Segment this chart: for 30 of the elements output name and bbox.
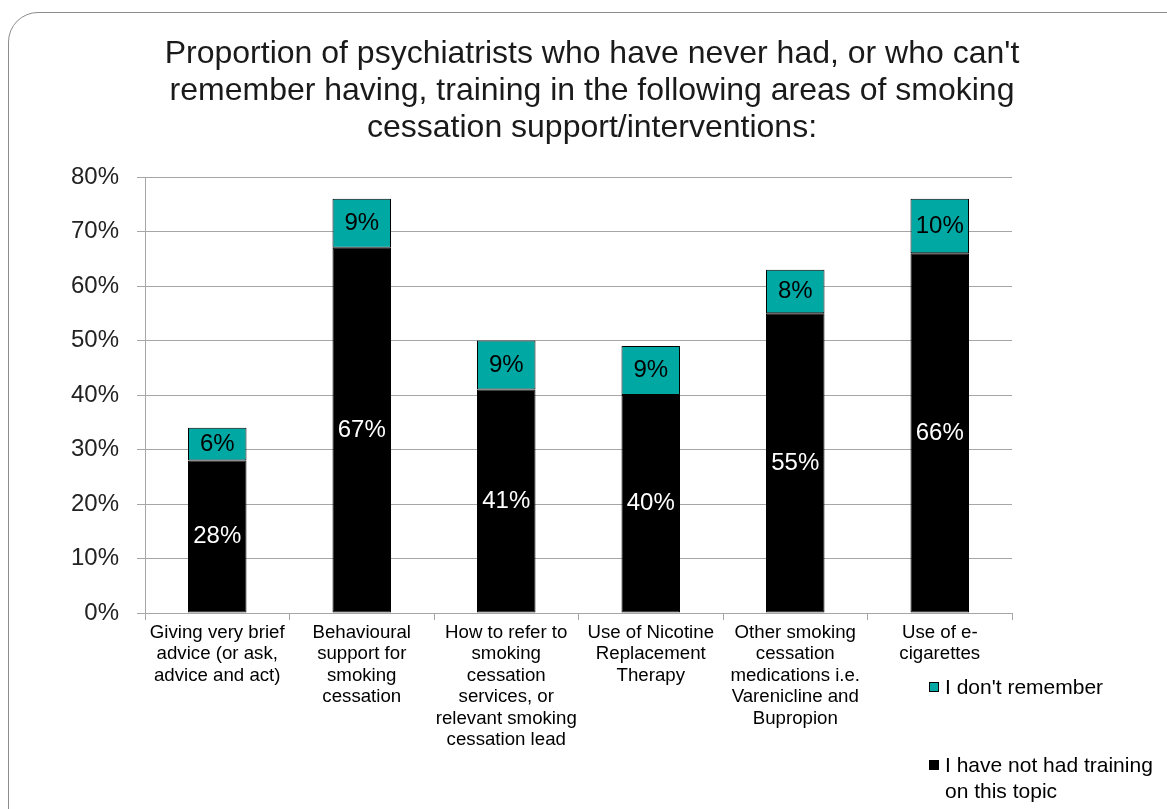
- y-tick-label: 10%: [70, 543, 119, 571]
- y-tick-label: 0%: [84, 597, 119, 625]
- data-label: 28%: [193, 521, 242, 549]
- x-tick-label: Use of Nicotine Replacement Therapy: [587, 620, 715, 685]
- x-tick-label: Giving very brief advice (or ask, advice and act): [149, 620, 286, 685]
- legend-label: I don't remember: [945, 674, 1105, 700]
- data-label: 10%: [915, 210, 964, 238]
- y-tick-label: 30%: [70, 434, 119, 462]
- data-label: 9%: [633, 355, 669, 383]
- legend-label: I have not had training on this topic: [945, 752, 1154, 804]
- data-label: 8%: [777, 276, 813, 304]
- data-label: 66%: [915, 417, 964, 445]
- data-label: 41%: [482, 485, 531, 513]
- x-tick-label: Behavioural support for smoking cessation: [312, 620, 412, 707]
- x-tick-label: Other smoking cessation medications i.e. Varenicline and Bupropion: [730, 620, 861, 728]
- data-label: 9%: [488, 349, 524, 377]
- y-tick-label: 60%: [70, 270, 119, 298]
- y-tick-label: 40%: [70, 379, 119, 407]
- data-label: 67%: [337, 414, 386, 442]
- y-tick-label: 50%: [70, 325, 119, 353]
- data-label: 55%: [771, 447, 820, 475]
- data-label: 6%: [199, 428, 235, 456]
- y-tick-label: 70%: [70, 216, 119, 244]
- chart-title: Proportion of psychiatrists who have never had, or who can't remember having, training in the following areas of smoking cessation support/interventions:: [163, 34, 1021, 145]
- data-label: 40%: [626, 488, 675, 516]
- y-tick-label: 20%: [70, 488, 119, 516]
- data-label: 9%: [344, 207, 380, 235]
- x-tick-label: How to refer to smoking cessation services, or relevant smoking cessation lead: [435, 620, 577, 750]
- x-tick-label: Use of e-cigarettes: [899, 620, 981, 664]
- y-tick-label: 80%: [70, 161, 119, 189]
